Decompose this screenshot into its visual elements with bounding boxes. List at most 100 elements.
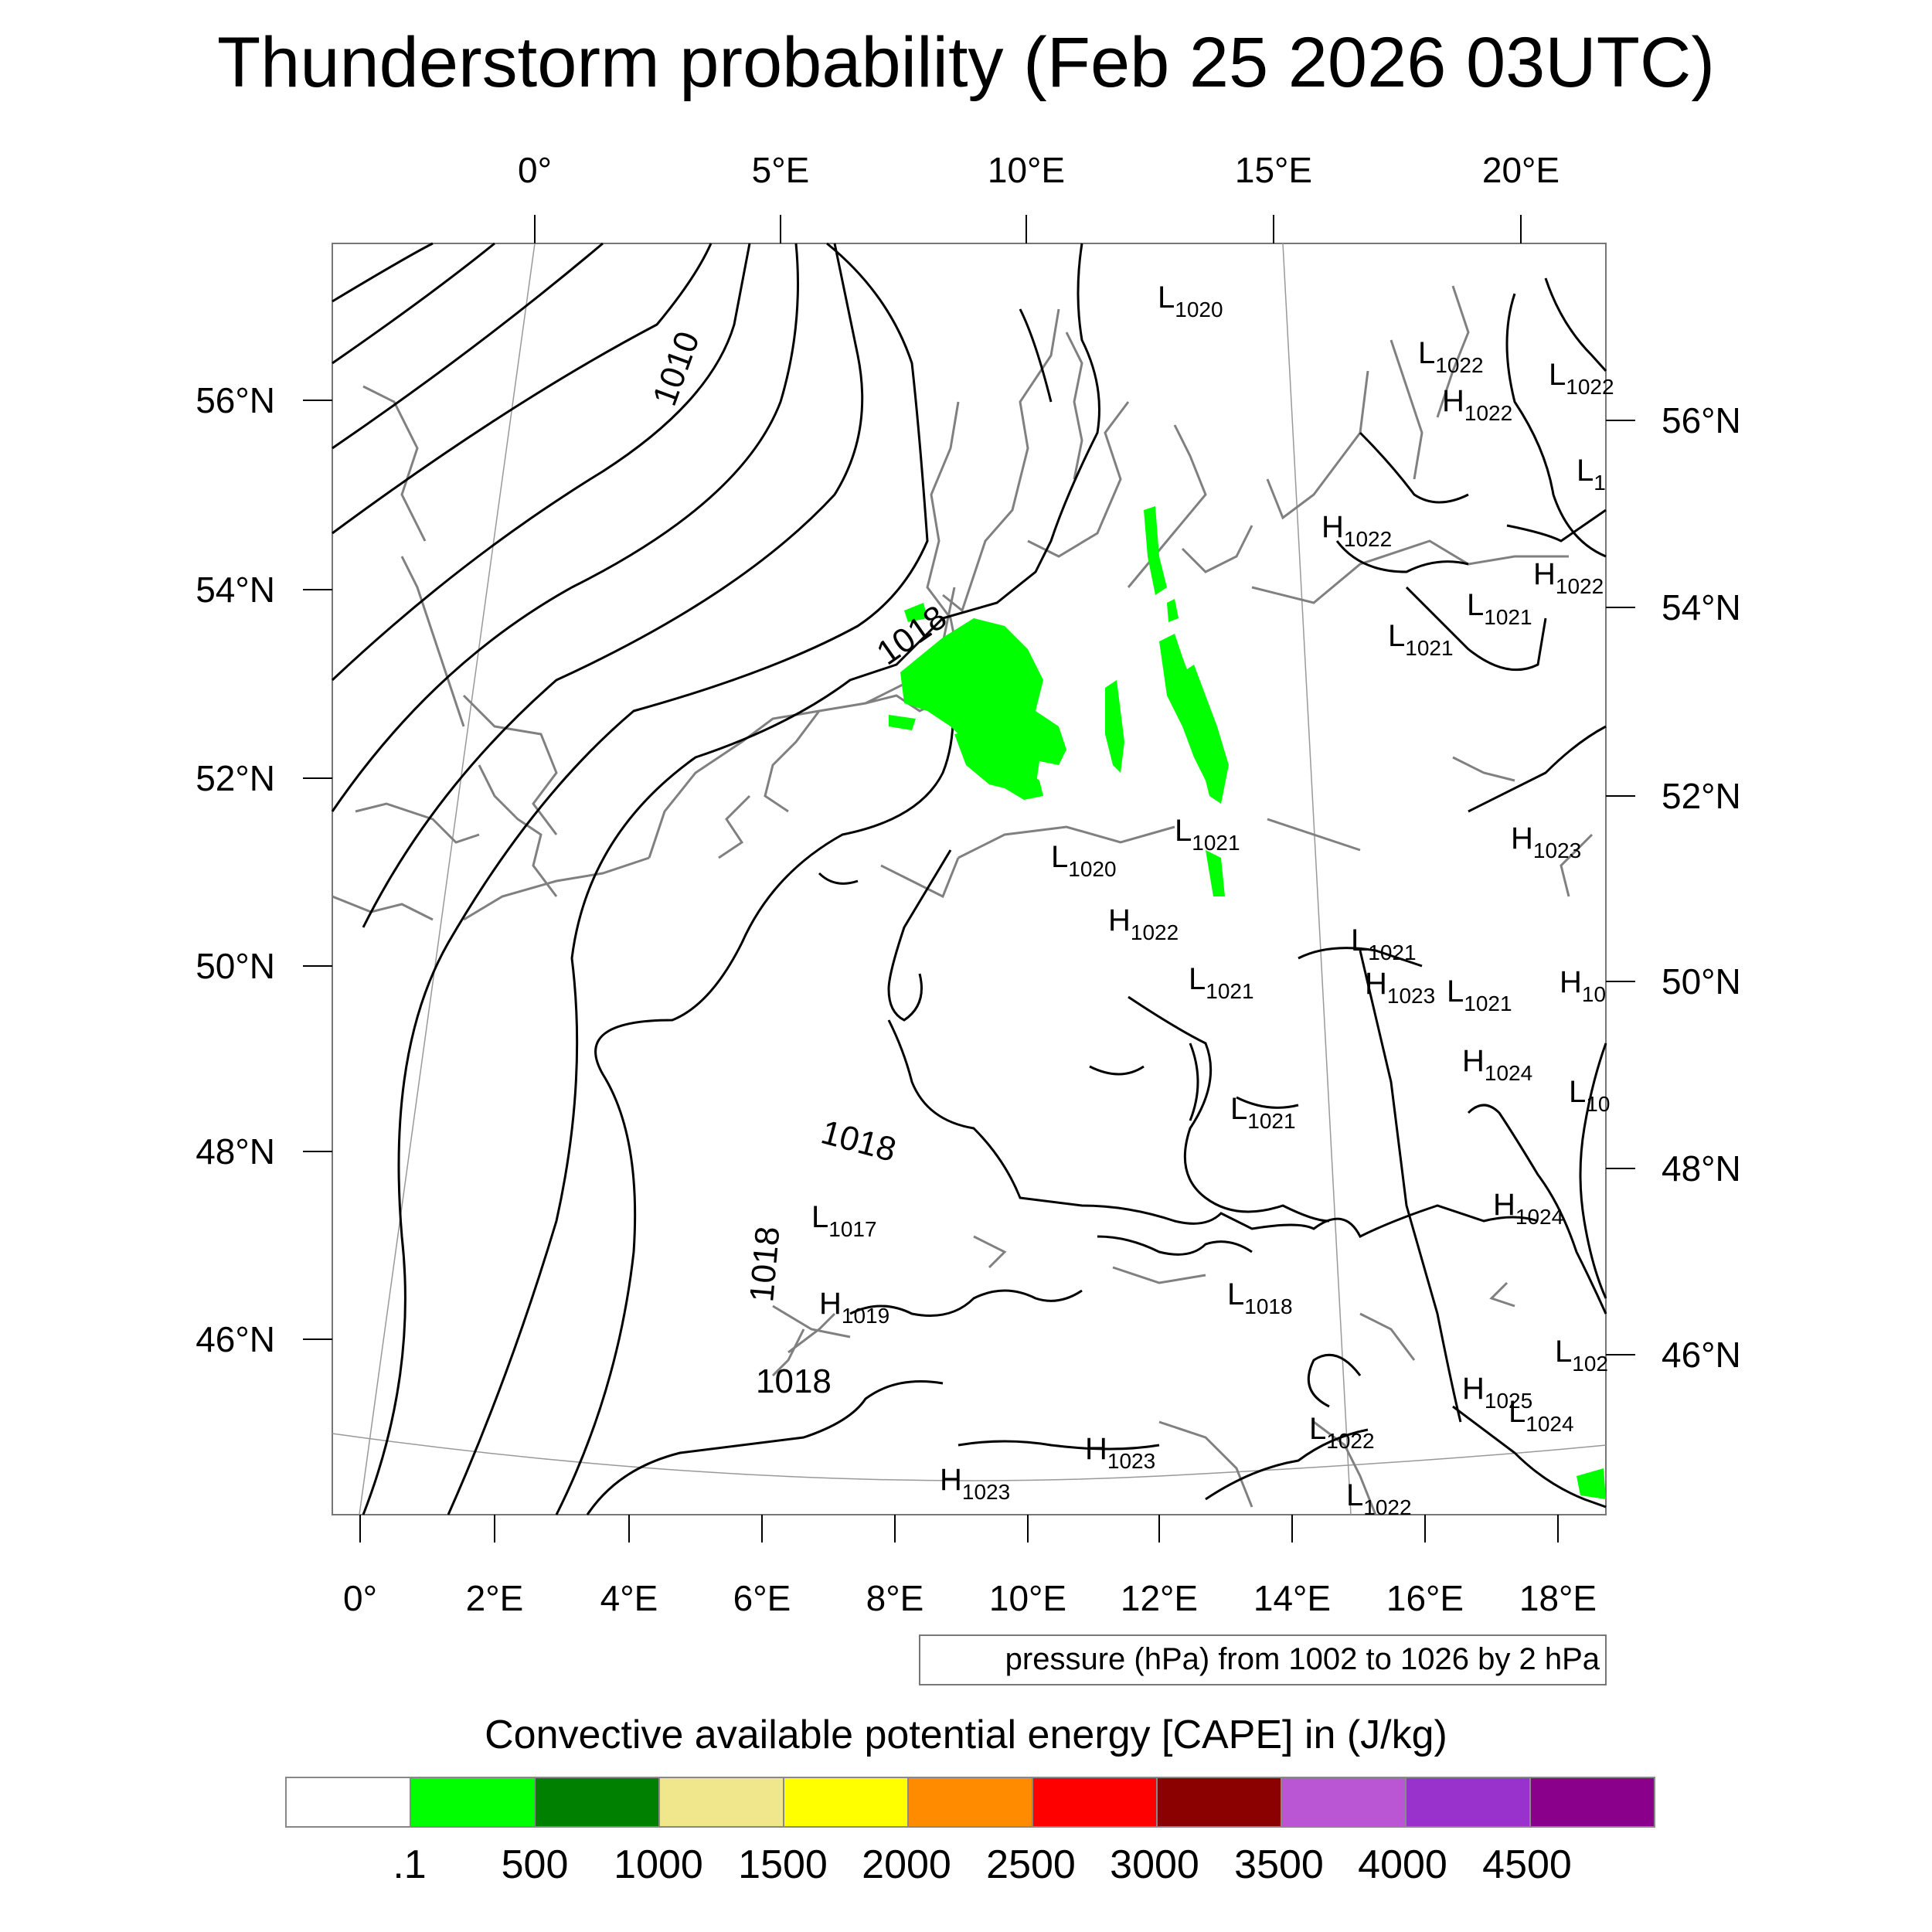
colorbar-label: 4000 bbox=[1358, 1842, 1447, 1887]
svg-text:L1: L1 bbox=[1577, 454, 1606, 495]
pressure-center: L1021 bbox=[1447, 975, 1512, 1015]
pressure-note: pressure (hPa) from 1002 to 1026 by 2 hP… bbox=[919, 1634, 1607, 1685]
svg-text:L1021: L1021 bbox=[1189, 962, 1254, 1003]
lat-label: 52°N bbox=[1662, 776, 1741, 816]
right-lat-labels: 56°N 54°N 52°N 50°N 48°N 46°N bbox=[1662, 400, 1741, 1375]
colorbar-boxes bbox=[285, 1777, 1655, 1828]
pressure-center: H1023 bbox=[1365, 967, 1435, 1008]
cape-area-small-3 bbox=[889, 715, 916, 730]
svg-text:L10: L10 bbox=[1569, 1075, 1610, 1116]
svg-text:L1021: L1021 bbox=[1447, 975, 1512, 1015]
pressure-center: H1022 bbox=[1321, 510, 1392, 551]
svg-text:L102: L102 bbox=[1555, 1335, 1608, 1376]
lon-label: 18°E bbox=[1519, 1578, 1597, 1618]
colorbar-box bbox=[658, 1777, 784, 1828]
lon-label: 15°E bbox=[1235, 150, 1312, 190]
pressure-center: H1022 bbox=[1533, 557, 1604, 598]
isobars bbox=[331, 242, 1607, 1515]
pressure-center: H1019 bbox=[819, 1287, 889, 1328]
pressure-center: H1022 bbox=[1108, 903, 1179, 944]
svg-text:H1024: H1024 bbox=[1462, 1044, 1532, 1085]
pressure-center: L1021 bbox=[1467, 588, 1532, 629]
svg-text:L1022: L1022 bbox=[1418, 336, 1484, 377]
svg-text:L1022: L1022 bbox=[1549, 358, 1614, 399]
lat-label: 48°N bbox=[1662, 1148, 1741, 1189]
pressure-center: H10 bbox=[1560, 965, 1606, 1006]
colorbar-label: 4500 bbox=[1482, 1842, 1572, 1887]
contour-label: 1018 bbox=[743, 1225, 787, 1304]
pressure-center: L1024 bbox=[1509, 1395, 1574, 1436]
svg-text:H1023: H1023 bbox=[940, 1463, 1010, 1504]
svg-text:H1023: H1023 bbox=[1511, 821, 1581, 862]
colorbar-label: 2000 bbox=[862, 1842, 951, 1887]
colorbar-box bbox=[783, 1777, 909, 1828]
colorbar-label: 3500 bbox=[1234, 1842, 1324, 1887]
pressure-center: L1017 bbox=[811, 1200, 877, 1241]
left-lat-labels: 56°N 54°N 52°N 50°N 48°N 46°N bbox=[196, 380, 275, 1359]
svg-text:L1021: L1021 bbox=[1175, 814, 1240, 855]
svg-text:L1021: L1021 bbox=[1230, 1092, 1296, 1133]
colorbar-box bbox=[1032, 1777, 1158, 1828]
cape-area-central bbox=[1206, 850, 1225, 896]
lon-label: 10°E bbox=[988, 150, 1065, 190]
pressure-note-text: pressure (hPa) from 1002 to 1026 by 2 hP… bbox=[1005, 1642, 1600, 1676]
pressure-center: L1021 bbox=[1388, 619, 1454, 660]
lat-label: 48°N bbox=[196, 1131, 275, 1172]
cape-area-baltic-east bbox=[1182, 665, 1229, 804]
pressure-center: L10 bbox=[1569, 1075, 1610, 1116]
svg-text:L1020: L1020 bbox=[1051, 840, 1117, 881]
svg-text:H1024: H1024 bbox=[1493, 1188, 1563, 1229]
lon-label: 10°E bbox=[989, 1578, 1066, 1618]
svg-text:H1022: H1022 bbox=[1442, 384, 1512, 425]
pressure-center: L1021 bbox=[1351, 923, 1417, 964]
cape-area-small-1 bbox=[904, 603, 927, 622]
contour-label: 1018 bbox=[756, 1362, 832, 1400]
pressure-center: H1023 bbox=[1511, 821, 1581, 862]
svg-text:L1024: L1024 bbox=[1509, 1395, 1574, 1436]
graticule bbox=[332, 243, 1607, 1515]
colorbar-label: 2500 bbox=[986, 1842, 1076, 1887]
colorbar-label: 500 bbox=[502, 1842, 569, 1887]
svg-text:L1020: L1020 bbox=[1158, 281, 1223, 321]
cape-area-lowlands bbox=[954, 726, 1043, 800]
pressure-center: L1022 bbox=[1346, 1478, 1412, 1519]
pressure-center: L1 bbox=[1577, 454, 1606, 495]
svg-text:L1017: L1017 bbox=[811, 1200, 877, 1241]
pressure-center: L1021 bbox=[1230, 1092, 1296, 1133]
pressure-center: H1023 bbox=[940, 1463, 1010, 1504]
colorbar-label: .1 bbox=[393, 1842, 426, 1887]
lon-label: 6°E bbox=[733, 1578, 791, 1618]
figure-title: Thunderstorm probability (Feb 25 2026 03… bbox=[217, 23, 1715, 102]
pressure-center: H1025 bbox=[1462, 1372, 1532, 1413]
lat-label: 56°N bbox=[196, 380, 275, 420]
lat-label: 54°N bbox=[1662, 587, 1741, 628]
colorbar-title: Convective available potential energy [C… bbox=[485, 1713, 1447, 1757]
lon-label: 4°E bbox=[600, 1578, 658, 1618]
svg-text:H1022: H1022 bbox=[1108, 903, 1179, 944]
colorbar-labels: .1 500 1000 1500 2000 2500 3000 3500 400… bbox=[393, 1842, 1572, 1887]
pressure-center: L1018 bbox=[1227, 1277, 1293, 1318]
svg-text:H1023: H1023 bbox=[1365, 967, 1435, 1008]
pressure-center: L1022 bbox=[1549, 358, 1614, 399]
colorbar-box bbox=[1281, 1777, 1406, 1828]
lat-label: 50°N bbox=[1662, 961, 1741, 1002]
lon-label: 5°E bbox=[752, 150, 810, 190]
colorbar-box bbox=[1529, 1777, 1655, 1828]
colorbar-box bbox=[1405, 1777, 1531, 1828]
cape-area-small-5 bbox=[1167, 599, 1179, 622]
colorbar-label: 1500 bbox=[738, 1842, 828, 1887]
svg-text:H1023: H1023 bbox=[1085, 1432, 1155, 1473]
svg-text:L1021: L1021 bbox=[1467, 588, 1532, 629]
lon-label: 12°E bbox=[1121, 1578, 1198, 1618]
pressure-center: H1024 bbox=[1462, 1044, 1532, 1085]
cape-area-northsea bbox=[900, 618, 1066, 796]
colorbar-label: 3000 bbox=[1110, 1842, 1199, 1887]
svg-text:H10: H10 bbox=[1560, 965, 1606, 1006]
lon-label: 0° bbox=[518, 150, 552, 190]
cape-area-small-2 bbox=[1144, 506, 1167, 595]
colorbar-box bbox=[907, 1777, 1033, 1828]
pressure-center: L102 bbox=[1555, 1335, 1608, 1376]
svg-text:L1021: L1021 bbox=[1388, 619, 1454, 660]
lon-label: 8°E bbox=[866, 1578, 924, 1618]
